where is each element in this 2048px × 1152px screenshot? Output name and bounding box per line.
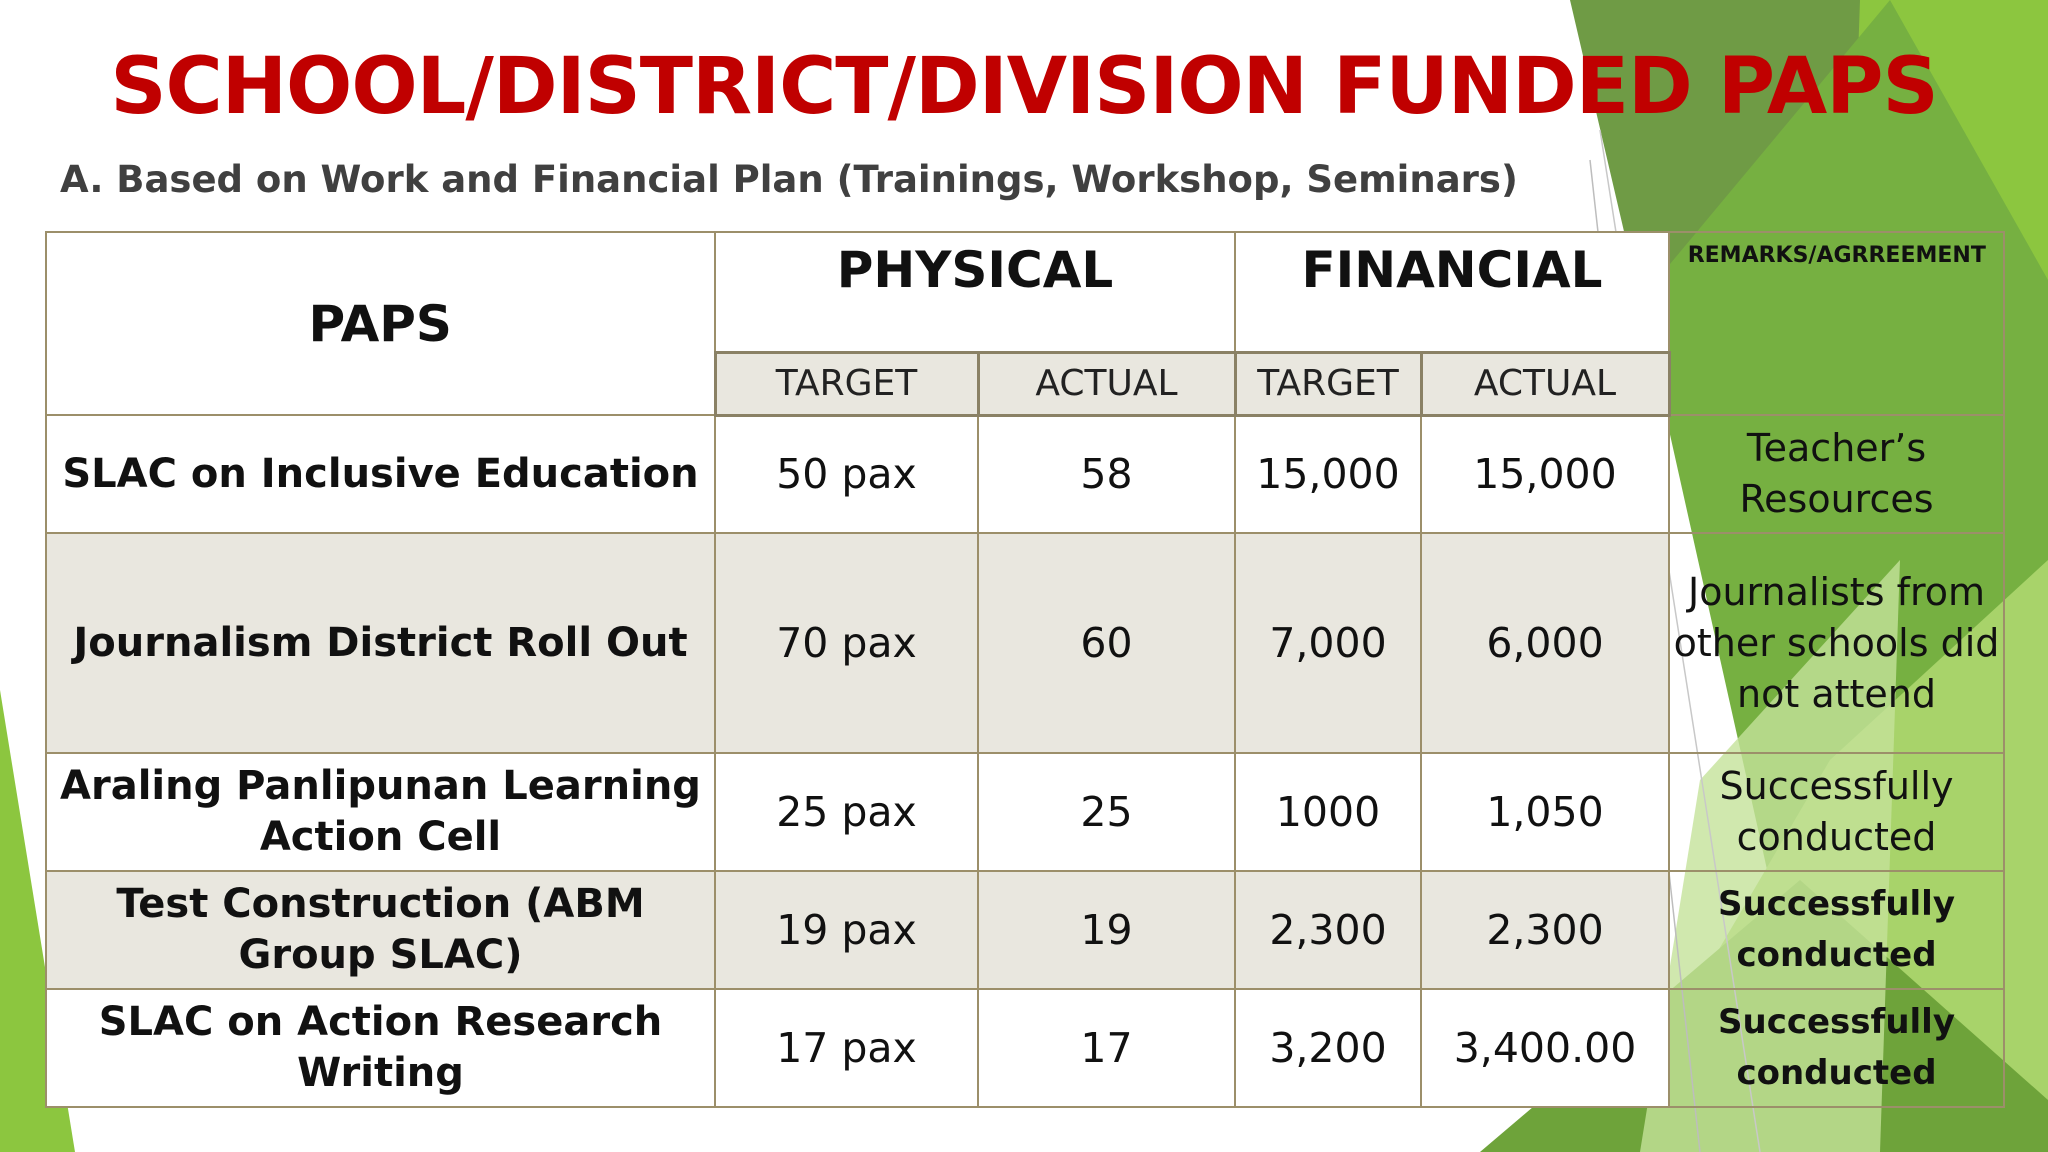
header-financial: FINANCIAL bbox=[1233, 231, 1671, 353]
remarks-cell: Successfully conducted bbox=[1668, 988, 2006, 1108]
header-paps: PAPS bbox=[45, 231, 716, 416]
table-row: Araling Panlipunan Learning Action Cell … bbox=[45, 752, 2006, 872]
physical-actual-cell: 60 bbox=[977, 532, 1236, 754]
remarks-cell: Journalists from other schools did not a… bbox=[1668, 532, 2006, 754]
physical-target-cell: 25 pax bbox=[714, 752, 979, 872]
physical-target-cell: 17 pax bbox=[714, 988, 979, 1108]
table-row: Journalism District Roll Out 70 pax 60 7… bbox=[45, 532, 2006, 754]
subheader-financial-actual: ACTUAL bbox=[1419, 350, 1671, 417]
financial-actual-cell: 2,300 bbox=[1419, 870, 1671, 990]
page-title: SCHOOL/DISTRICT/DIVISION FUNDED PAPS bbox=[110, 42, 1938, 132]
financial-actual-cell: 3,400.00 bbox=[1419, 988, 1671, 1108]
subheader-physical-target: TARGET bbox=[713, 350, 980, 417]
paps-cell: Araling Panlipunan Learning Action Cell bbox=[45, 752, 716, 872]
subheader-financial-target: TARGET bbox=[1233, 350, 1423, 417]
paps-cell: SLAC on Inclusive Education bbox=[45, 414, 716, 534]
paps-table: PAPS PHYSICAL FINANCIAL REMARKS/AGRREEME… bbox=[45, 231, 2006, 1108]
table-row: Test Construction (ABM Group SLAC) 19 pa… bbox=[45, 870, 2006, 990]
physical-actual-cell: 25 bbox=[977, 752, 1236, 872]
financial-target-cell: 2,300 bbox=[1234, 870, 1422, 990]
physical-actual-cell: 17 bbox=[977, 988, 1236, 1108]
header-remarks: REMARKS/AGRREEMENT bbox=[1668, 231, 2006, 415]
page-subtitle: A. Based on Work and Financial Plan (Tra… bbox=[60, 158, 1518, 201]
table-row: SLAC on Inclusive Education 50 pax 58 15… bbox=[45, 414, 2006, 534]
paps-cell: Journalism District Roll Out bbox=[45, 532, 716, 754]
physical-actual-cell: 58 bbox=[977, 414, 1236, 534]
header-physical: PHYSICAL bbox=[714, 231, 1236, 353]
financial-actual-cell: 6,000 bbox=[1419, 532, 1671, 754]
remarks-cell: Teacher’s Resources bbox=[1668, 414, 2006, 534]
paps-cell: SLAC on Action Research Writing bbox=[45, 988, 716, 1108]
physical-target-cell: 19 pax bbox=[714, 870, 979, 990]
physical-target-cell: 50 pax bbox=[714, 414, 979, 534]
remarks-cell: Successfully conducted bbox=[1668, 752, 2006, 872]
physical-actual-cell: 19 bbox=[977, 870, 1236, 990]
paps-cell: Test Construction (ABM Group SLAC) bbox=[45, 870, 716, 990]
financial-target-cell: 1000 bbox=[1234, 752, 1422, 872]
financial-actual-cell: 1,050 bbox=[1419, 752, 1671, 872]
financial-target-cell: 15,000 bbox=[1234, 414, 1422, 534]
financial-actual-cell: 15,000 bbox=[1419, 414, 1671, 534]
financial-target-cell: 7,000 bbox=[1234, 532, 1422, 754]
subheader-physical-actual: ACTUAL bbox=[976, 350, 1237, 417]
remarks-cell: Successfully conducted bbox=[1668, 870, 2006, 990]
financial-target-cell: 3,200 bbox=[1234, 988, 1422, 1108]
physical-target-cell: 70 pax bbox=[714, 532, 979, 754]
table-row: SLAC on Action Research Writing 17 pax 1… bbox=[45, 988, 2006, 1108]
